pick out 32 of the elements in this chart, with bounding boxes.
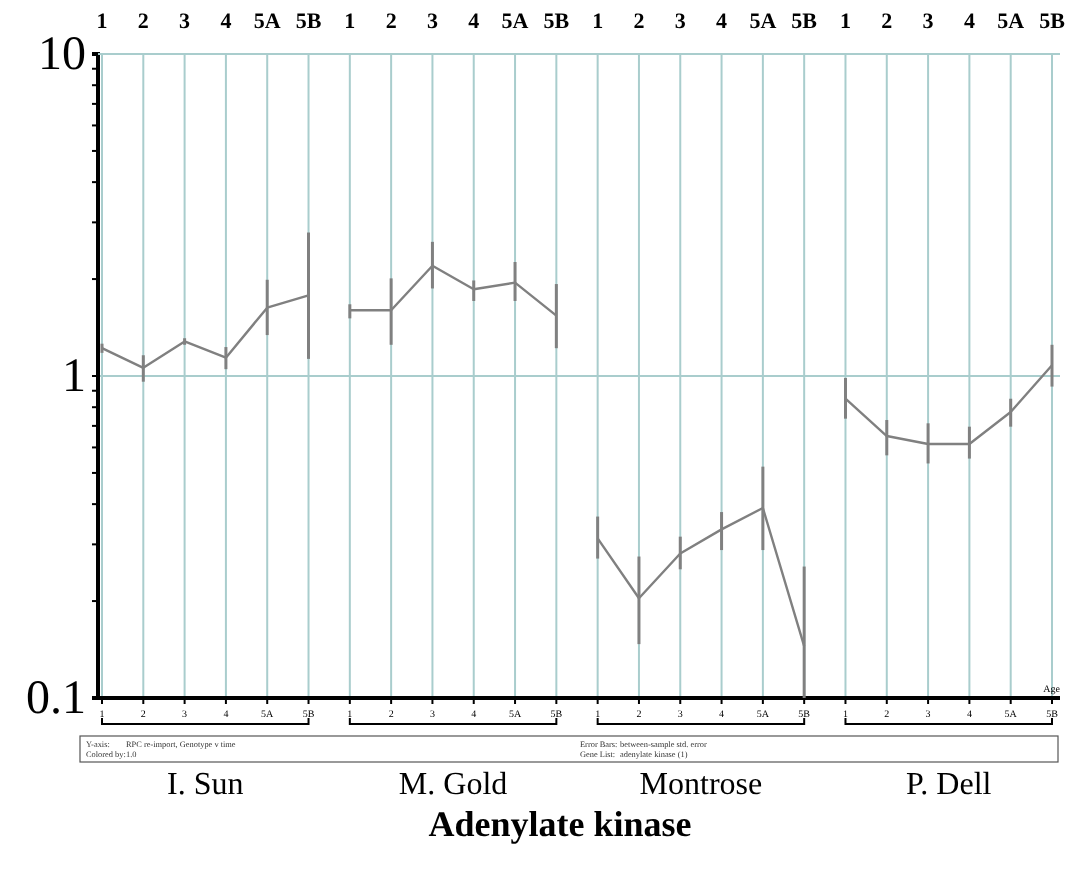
x-tick-label: 5B [295,10,323,35]
text: Montrose [639,768,763,802]
x-tick-label: 5A [501,10,529,35]
x-tick-label: 4 [468,10,481,35]
text: Adenylate kinase [428,804,692,844]
x-tick-label: 1 [344,10,356,35]
text: P. Dell [906,768,993,802]
text: M. Gold [398,768,508,802]
x-tick-label: 2 [137,10,150,35]
x-tick-label: 3 [922,10,935,35]
x-tick-label: 3 [179,10,192,35]
x-tick-label: 1 [96,10,108,35]
x-tick-label: 1 [592,10,604,35]
y-tick-label: 1 [62,351,86,404]
x-tick-label: 2 [385,10,398,35]
y-tick-label: 0.1 [26,673,86,726]
x-tick-label: 1 [839,10,851,35]
x-tick-label: 5B [1039,10,1067,35]
text: I. Sun [167,768,244,802]
x-tick-label: 5A [749,10,777,35]
x-tick-label: 5A [253,10,281,35]
x-tick-label: 5B [791,10,819,35]
x-tick-label: 4 [963,10,976,35]
x-tick-label: 3 [426,10,439,35]
x-tick-label: 2 [633,10,646,35]
y-tick-label: 10 [38,29,86,82]
x-tick-label: 2 [881,10,894,35]
x-tick-label: 4 [716,10,729,35]
x-tick-label: 3 [674,10,687,35]
x-tick-label: 5A [997,10,1025,35]
x-tick-label: 4 [220,10,233,35]
x-tick-label: 5B [543,10,571,35]
